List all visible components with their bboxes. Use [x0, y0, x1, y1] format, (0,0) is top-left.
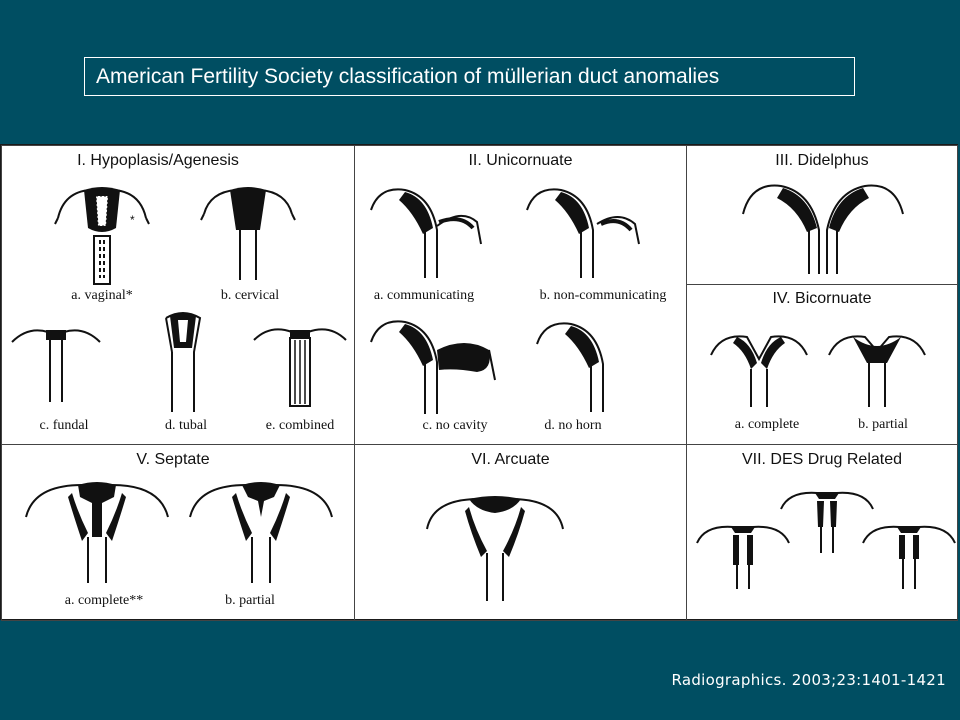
uterus-didelphus-icon — [742, 184, 904, 274]
label-iv-a: a. complete — [734, 417, 800, 432]
class-iii-heading: III. Didelphus — [775, 152, 869, 169]
slide-title: American Fertility Society classificatio… — [84, 57, 855, 96]
class-vi-heading: VI. Arcuate — [471, 451, 550, 468]
classification-panel: I. Hypoplasis/Agenesis * a. vaginal* b. … — [0, 144, 958, 621]
uterus-unicornuate-no-horn-icon — [536, 322, 604, 412]
label-ii-c: c. no cavity — [422, 418, 488, 433]
uterus-combined-hypoplasia-icon — [253, 328, 347, 407]
label-i-e: e. combined — [265, 418, 335, 433]
uterus-bicornuate-complete-icon — [710, 335, 808, 407]
uterus-arcuate-icon — [426, 496, 564, 601]
uterus-cervical-agenesis-icon — [200, 187, 296, 280]
class-ii-unicornuate-cell: II. Unicornuate a. communicating b. non-… — [354, 145, 687, 445]
uterus-des-small-left-icon — [696, 525, 790, 589]
uterus-des-small-right-icon — [862, 525, 956, 589]
class-iii-didelphus-cell: III. Didelphus — [686, 145, 958, 285]
label-i-d: d. tubal — [165, 418, 207, 433]
uterus-unicornuate-communicating-icon — [370, 188, 482, 278]
uterus-vaginal-agenesis-icon: * — [54, 187, 150, 285]
label-i-b: b. cervical — [220, 288, 280, 303]
uterus-septate-complete-icon — [25, 482, 169, 583]
label-ii-a: a. communicating — [373, 288, 475, 303]
citation: Radiographics. 2003;23:1401-1421 — [671, 671, 946, 689]
class-iv-heading: IV. Bicornuate — [772, 290, 872, 307]
class-vii-des-cell: VII. DES Drug Related — [686, 444, 958, 621]
class-iv-bicornuate-cell: IV. Bicornuate a. complete b. partial — [686, 284, 958, 445]
class-v-heading: V. Septate — [136, 451, 210, 468]
uterus-des-upper-center-icon — [780, 491, 874, 553]
class-i-heading: I. Hypoplasis/Agenesis — [77, 152, 239, 169]
label-i-a: a. vaginal* — [71, 288, 133, 303]
class-i-hypoplasia-cell: I. Hypoplasis/Agenesis * a. vaginal* b. … — [1, 145, 355, 445]
class-vii-heading: VII. DES Drug Related — [741, 451, 903, 468]
uterus-fundal-hypoplasia-icon — [11, 329, 101, 402]
label-ii-b: b. non-communicating — [539, 288, 667, 303]
label-v-b: b. partial — [225, 593, 275, 608]
class-vi-arcuate-cell: VI. Arcuate — [354, 444, 687, 621]
label-iv-b: b. partial — [858, 417, 908, 432]
uterus-unicornuate-no-cavity-icon — [370, 320, 496, 414]
uterus-tubal-hypoplasia-icon — [165, 312, 202, 412]
class-v-septate-cell: V. Septate a. complete** b. partial — [1, 444, 355, 621]
class-ii-heading: II. Unicornuate — [468, 152, 573, 169]
svg-text:*: * — [130, 213, 135, 227]
label-ii-d: d. no horn — [544, 418, 602, 433]
uterus-septate-partial-icon — [189, 482, 333, 583]
label-i-c: c. fundal — [39, 418, 89, 433]
uterus-bicornuate-partial-icon — [828, 335, 926, 407]
uterus-unicornuate-noncommunicating-icon — [526, 188, 640, 278]
label-v-a: a. complete** — [64, 593, 144, 608]
